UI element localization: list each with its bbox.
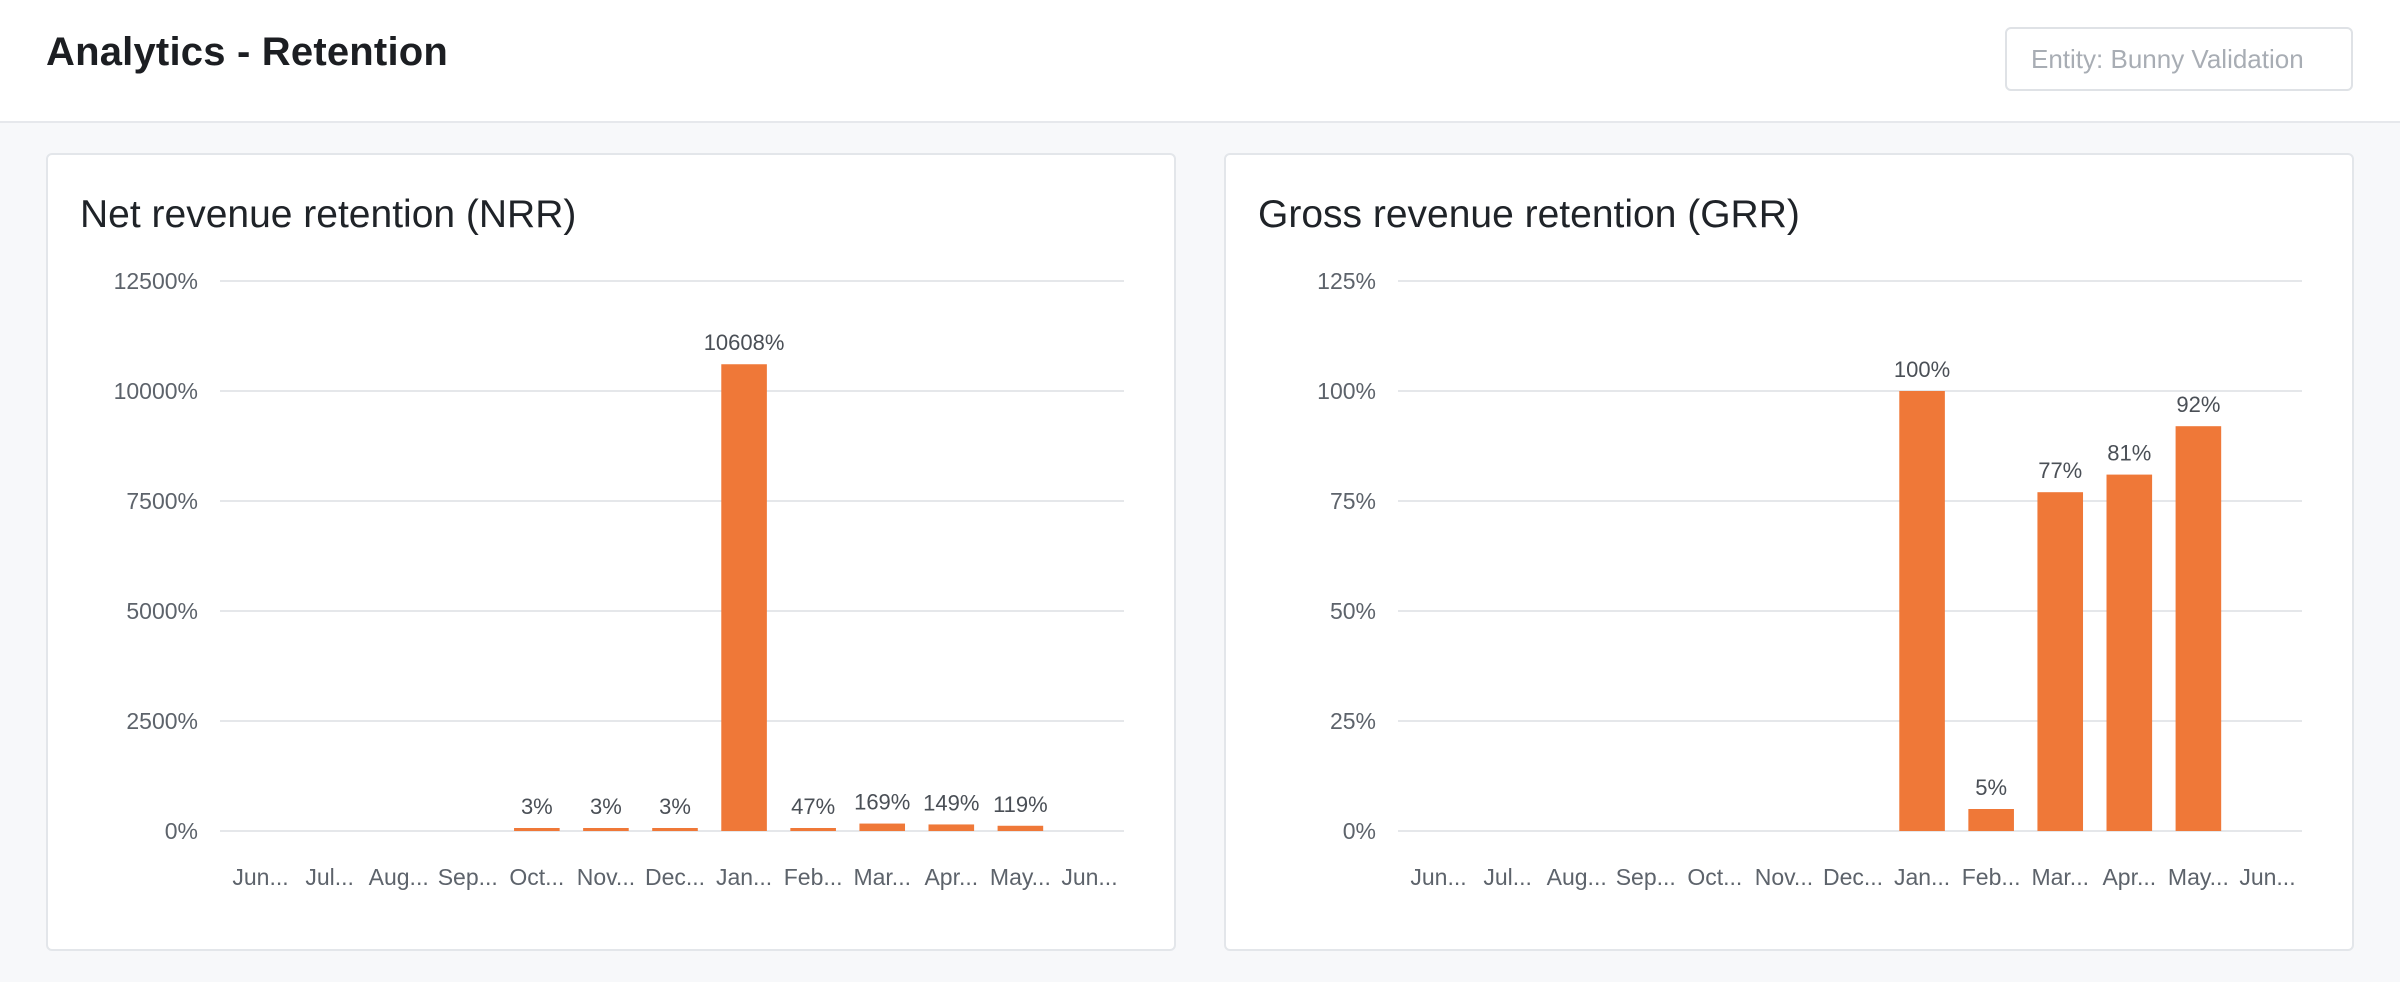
- grr-x-tick-label: Nov...: [1755, 864, 1813, 890]
- nrr-data-label: 3%: [590, 794, 622, 819]
- nrr-x-tick-label: Feb...: [784, 864, 843, 890]
- nrr-y-tick-label: 12500%: [114, 268, 198, 294]
- grr-data-label: 100%: [1894, 357, 1950, 382]
- nrr-x-tick-label: Jun...: [1061, 864, 1117, 890]
- grr-data-label: 92%: [2176, 392, 2220, 417]
- nrr-y-tick-label: 7500%: [126, 488, 198, 514]
- nrr-x-tick-label: Aug...: [369, 864, 429, 890]
- nrr-data-label: 149%: [923, 790, 979, 815]
- nrr-bar[interactable]: [583, 828, 629, 831]
- grr-y-tick-label: 100%: [1317, 378, 1376, 404]
- grr-x-tick-label: Aug...: [1547, 864, 1607, 890]
- grr-y-tick-label: 75%: [1330, 488, 1376, 514]
- grr-x-tick-label: Apr...: [2102, 864, 2156, 890]
- grr-x-tick-label: Jan...: [1894, 864, 1950, 890]
- nrr-data-label: 169%: [854, 790, 910, 815]
- grr-card: Gross revenue retention (GRR) 0% 25% 50% 75…: [1224, 153, 2354, 951]
- grr-bar[interactable]: [2106, 474, 2153, 831]
- page-title: Analytics - Retention: [46, 30, 449, 74]
- nrr-data-label: 119%: [993, 792, 1048, 817]
- grr-data-label: 77%: [2038, 458, 2082, 483]
- grr-y-tick-label: 125%: [1317, 268, 1376, 294]
- grr-y-tick-label: 25%: [1330, 708, 1376, 734]
- nrr-x-tick-label: Nov...: [577, 864, 635, 890]
- nrr-bar[interactable]: [721, 364, 767, 831]
- grr-x-tick-label: Sep...: [1616, 864, 1676, 890]
- nrr-chart-title: Net revenue retention (NRR): [80, 193, 577, 236]
- nrr-chart: 0% 2500% 5000% 7500% 10000% 12500% Jun... Jul..…: [114, 268, 1124, 890]
- nrr-bar[interactable]: [514, 828, 560, 831]
- nrr-y-tick-label: 0%: [165, 818, 198, 844]
- grr-bar[interactable]: [2175, 426, 2222, 831]
- nrr-card: Net revenue retention (NRR) 0% 2500% 5000%…: [46, 153, 1176, 951]
- grr-data-label: 5%: [1975, 775, 2007, 800]
- nrr-data-label: 47%: [791, 794, 835, 819]
- nrr-bar[interactable]: [997, 825, 1044, 831]
- nrr-y-tick-label: 5000%: [126, 598, 198, 624]
- nrr-x-tick-label: Mar...: [853, 864, 911, 890]
- nrr-data-label: 3%: [521, 794, 553, 819]
- grr-chart-title: Gross revenue retention (GRR): [1258, 193, 1800, 236]
- grr-x-tick-label: Jun...: [2239, 864, 2295, 890]
- nrr-data-label: 3%: [659, 794, 691, 819]
- grr-x-tick-label: Oct...: [1687, 864, 1742, 890]
- nrr-x-tick-label: Sep...: [438, 864, 498, 890]
- nrr-x-tick-label: May...: [990, 864, 1051, 890]
- nrr-bar[interactable]: [859, 823, 906, 831]
- nrr-x-tick-label: Jan...: [716, 864, 772, 890]
- grr-chart: 0% 25% 50% 75% 100% 125% Jun... Jul... Aug... Sep…: [1317, 268, 2302, 890]
- nrr-x-tick-label: Jul...: [305, 864, 354, 890]
- grr-x-tick-label: May...: [2168, 864, 2229, 890]
- grr-y-tick-label: 50%: [1330, 598, 1376, 624]
- nrr-bar[interactable]: [790, 828, 836, 831]
- grr-y-tick-label: 0%: [1343, 818, 1376, 844]
- grr-data-label: 81%: [2107, 441, 2151, 466]
- nrr-x-tick-label: Dec...: [645, 864, 705, 890]
- grr-bar[interactable]: [1899, 391, 1945, 831]
- grr-bar[interactable]: [2037, 492, 2084, 831]
- grr-x-tick-label: Jun...: [1410, 864, 1466, 890]
- nrr-bar[interactable]: [928, 824, 975, 831]
- grr-x-tick-label: Jul...: [1483, 864, 1532, 890]
- grr-x-tick-label: Mar...: [2031, 864, 2089, 890]
- nrr-data-label: 10608%: [704, 330, 785, 355]
- nrr-bar[interactable]: [652, 828, 698, 831]
- grr-x-tick-label: Feb...: [1962, 864, 2021, 890]
- grr-bar[interactable]: [1968, 809, 2014, 831]
- nrr-y-tick-label: 10000%: [114, 378, 198, 404]
- entity-filter-input[interactable]: [2005, 27, 2353, 91]
- nrr-x-tick-label: Apr...: [924, 864, 978, 890]
- nrr-x-tick-label: Jun...: [232, 864, 288, 890]
- nrr-x-tick-label: Oct...: [509, 864, 564, 890]
- page-header: Analytics - Retention: [0, 0, 2400, 123]
- grr-x-tick-label: Dec...: [1823, 864, 1883, 890]
- nrr-y-tick-label: 2500%: [126, 708, 198, 734]
